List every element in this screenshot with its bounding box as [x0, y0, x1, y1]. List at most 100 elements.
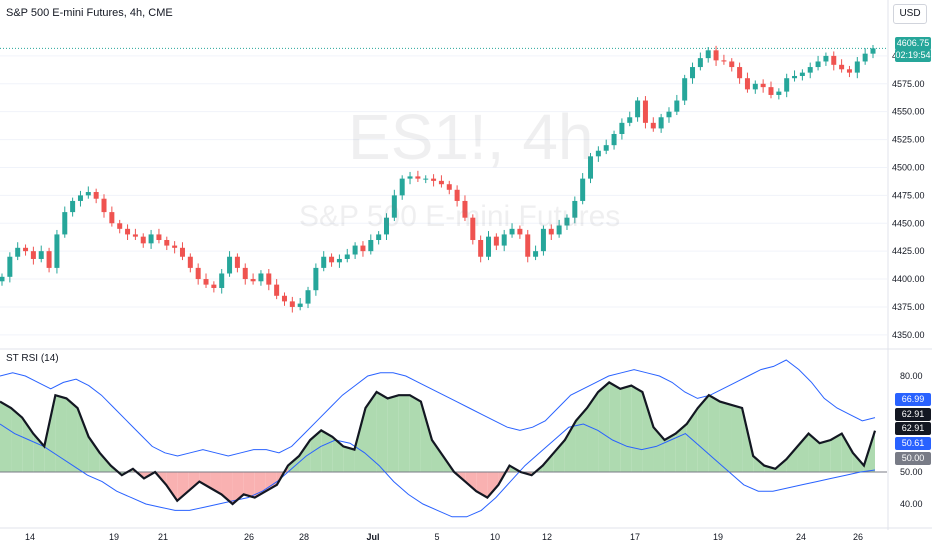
- rsi-fill-segment: [465, 472, 477, 492]
- candle-body: [125, 228, 131, 235]
- candle-body: [697, 58, 703, 68]
- candle-body: [258, 273, 264, 282]
- candle-body: [250, 279, 256, 282]
- rsi-fill-segment: [719, 401, 732, 472]
- rsi-fill-segment: [88, 436, 100, 472]
- candle-body: [179, 247, 185, 257]
- rsi-fill-segment: [642, 392, 654, 472]
- candle-body: [132, 234, 138, 237]
- currency-button[interactable]: USD: [893, 4, 927, 24]
- rsi-fill-segment: [753, 456, 765, 472]
- candle-body: [344, 254, 350, 259]
- candle-body: [650, 122, 656, 129]
- candle-body: [517, 228, 523, 235]
- time-tick-label: 10: [490, 532, 500, 542]
- rsi-fill-segment: [332, 436, 344, 472]
- candle-body: [305, 290, 311, 304]
- candle-body: [423, 178, 429, 180]
- rsi-line: [0, 381, 877, 506]
- rsi-fill-segment: [11, 408, 23, 472]
- candle-body: [572, 200, 578, 218]
- rsi-value-label-1: 62.91: [895, 408, 931, 421]
- price-tick-label: 4450.00: [892, 218, 925, 228]
- candle-body: [227, 256, 233, 274]
- rsi-fill-segment: [343, 446, 355, 472]
- rsi-fill-segment: [166, 472, 178, 501]
- candle-body: [815, 61, 821, 68]
- candle-body: [666, 111, 672, 118]
- candle-body: [682, 78, 688, 101]
- candle-body: [164, 240, 170, 246]
- candle-body: [266, 273, 272, 285]
- candle-body: [101, 198, 107, 213]
- candle-body: [54, 234, 60, 268]
- time-tick-label: 26: [853, 532, 863, 542]
- candle-body: [588, 156, 594, 179]
- rsi-value-label-2: 62.91: [895, 422, 931, 435]
- candle-body: [564, 217, 570, 226]
- candle-body: [548, 228, 554, 235]
- candle-body: [627, 117, 633, 123]
- rsi-fill-segment: [609, 382, 621, 472]
- lower-band-line: [0, 423, 876, 518]
- price-tick-label: 4425.00: [892, 246, 925, 256]
- rsi-fill-segment: [199, 472, 211, 488]
- candle-body: [329, 256, 335, 263]
- rsi-fill-segment: [830, 433, 842, 472]
- candle-body: [595, 150, 601, 157]
- rsi-fill-segment: [265, 472, 277, 492]
- candle-body: [415, 176, 421, 179]
- candle-body: [462, 200, 468, 218]
- candle-body: [658, 117, 664, 129]
- last-price-label: 4606.75: [895, 37, 931, 50]
- rsi-fill-segment: [420, 401, 432, 472]
- price-tick-label: 4475.00: [892, 190, 925, 200]
- candle-body: [501, 234, 507, 246]
- candle-body: [148, 234, 154, 244]
- candle-body: [870, 48, 876, 54]
- candle-body: [38, 251, 44, 259]
- candle-body: [234, 256, 240, 268]
- candle-body: [376, 234, 382, 240]
- candle-body: [619, 122, 625, 134]
- rsi-fill-segment: [731, 404, 743, 472]
- candle-body: [486, 236, 492, 257]
- candle-body: [368, 240, 374, 252]
- rsi-fill-segment: [354, 408, 366, 472]
- candle-body: [713, 50, 719, 61]
- time-tick-label: 17: [630, 532, 640, 542]
- candle-body: [854, 61, 860, 73]
- upper-band-label: 66.99: [895, 393, 931, 406]
- rsi-fill-segment: [509, 465, 521, 472]
- candle-body: [289, 301, 295, 307]
- candle-body: [611, 134, 617, 146]
- rsi-fill-segment: [243, 472, 255, 498]
- rsi-fill-segment: [365, 392, 377, 472]
- rsi-fill-segment: [697, 395, 709, 472]
- time-tick-label: Jul: [366, 532, 379, 542]
- candle-body: [493, 236, 499, 246]
- countdown-label: 02:19:54: [895, 49, 931, 62]
- rsi-fill-segment: [476, 472, 488, 498]
- candle-body: [776, 91, 782, 95]
- time-tick-label: 12: [542, 532, 552, 542]
- rsi-fill-segment: [276, 465, 288, 485]
- candle-body: [603, 145, 609, 151]
- rsi-fill-segment: [708, 395, 720, 472]
- time-tick-label: 28: [299, 532, 309, 542]
- rsi-tick-label: 40.00: [900, 499, 923, 509]
- candle-body: [93, 192, 99, 199]
- candle-body: [15, 247, 21, 257]
- midline-label: 50.00: [895, 452, 931, 465]
- candle-body: [846, 69, 852, 73]
- lower-band-label: 50.61: [895, 437, 931, 450]
- rsi-fill-segment: [431, 440, 444, 472]
- time-tick-label: 26: [244, 532, 254, 542]
- indicator-title[interactable]: ST RSI (14): [6, 353, 59, 364]
- upper-band-line: [0, 359, 876, 457]
- candle-body: [839, 64, 845, 70]
- candle-body: [383, 217, 389, 235]
- candle-body: [807, 67, 813, 73]
- candle-body: [187, 256, 193, 268]
